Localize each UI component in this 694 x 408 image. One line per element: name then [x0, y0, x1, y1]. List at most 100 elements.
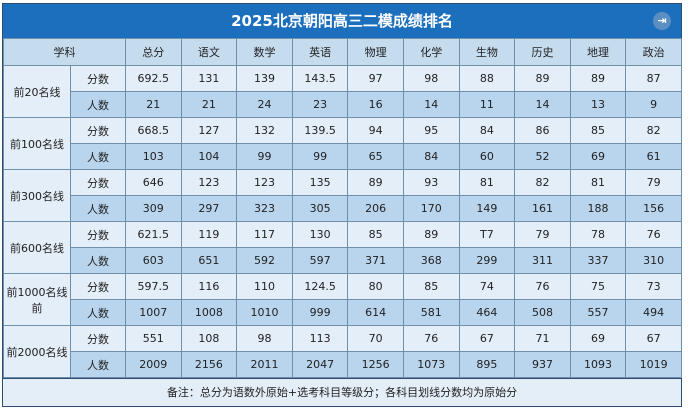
table-cell: 597.5: [125, 273, 182, 300]
table-cell: 464: [458, 299, 516, 326]
header-column: 物理: [347, 38, 404, 66]
table-cell: 95: [402, 117, 460, 144]
table-row: 前600名线 分数 621.5 119 117 130 85 89 T7 79 78 76: [3, 221, 682, 274]
row-label: 分数: [70, 65, 126, 92]
table-cell: 621.5: [125, 221, 182, 248]
table-cell: 646: [125, 169, 182, 196]
row-label: 分数: [70, 117, 126, 144]
table-cell: 1093: [569, 351, 627, 378]
table-cell: 508: [514, 299, 571, 326]
table-cell: 81: [458, 169, 516, 196]
table-cell: 67: [625, 325, 682, 352]
ranking-table-panel: 2025北京朝阳高三二模成绩排名 ⇥ 学科 总分 语文 数学 英语 物理 化学 生物 历史 地理…: [2, 3, 682, 407]
table-cell: 2011: [236, 351, 293, 378]
table-cell: 85: [569, 117, 627, 144]
table-cell: 89: [514, 65, 571, 92]
table-cell: 13: [569, 91, 627, 118]
table-cell: 592: [236, 247, 293, 274]
table-cell: 89: [569, 65, 627, 92]
table-cell: 87: [625, 65, 682, 92]
table-cell: 14: [514, 91, 571, 118]
table-cell: 74: [458, 273, 516, 300]
table-cell: 603: [125, 247, 182, 274]
table-cell: 93: [402, 169, 460, 196]
table-cell: 14: [402, 91, 460, 118]
header-subject: 学科: [3, 38, 126, 66]
group-label: 前2000名线: [3, 325, 71, 378]
page-title: 2025北京朝阳高三二模成绩排名: [231, 12, 453, 30]
table-row: 前2000名线 分数 551 108 98 113 70 76 67 71 69 67: [3, 325, 682, 378]
table-cell: 98: [402, 65, 460, 92]
table-cell: 371: [347, 247, 404, 274]
header-column: 英语: [291, 38, 349, 66]
group-label: 前600名线: [3, 221, 71, 274]
table-cell: 2156: [180, 351, 238, 378]
header-row: 学科 总分 语文 数学 英语 物理 化学 生物 历史 地理 政治: [3, 38, 682, 66]
group-label: 前20名线: [3, 65, 71, 118]
table-cell: 82: [514, 169, 571, 196]
table-cell: 692.5: [125, 65, 182, 92]
table-cell: 299: [458, 247, 516, 274]
table-cell: 108: [180, 325, 238, 352]
group-label: 前300名线: [3, 169, 71, 222]
table-cell: 60: [458, 143, 516, 170]
table-cell: 1008: [180, 299, 238, 326]
table-cell: 24: [236, 91, 293, 118]
table-cell: 297: [180, 195, 238, 222]
table-cell: 80: [347, 273, 404, 300]
table-cell: 76: [402, 325, 460, 352]
table-cell: 89: [347, 169, 404, 196]
table-row: 前300名线 分数 646 123 123 135 89 93 81 82 81 79: [3, 169, 682, 222]
row-label: 分数: [70, 273, 126, 300]
exit-icon[interactable]: ⇥: [653, 12, 671, 30]
table-row: 人数 21 21 24 23 16 14 11 14 13 9: [4, 91, 682, 118]
table-cell: 170: [402, 195, 460, 222]
table-cell: 76: [514, 273, 571, 300]
table-cell: 1256: [347, 351, 404, 378]
table-cell: 75: [569, 273, 627, 300]
row-label: 人数: [70, 247, 126, 274]
row-label: 分数: [70, 169, 126, 196]
table-cell: 156: [625, 195, 682, 222]
table-cell: 61: [625, 143, 682, 170]
table-cell: 937: [514, 351, 571, 378]
table-cell: 94: [347, 117, 404, 144]
table-row: 前20名线 分数 692.5 131 139 143.5 97 98 88 89 89 87: [3, 65, 682, 118]
table-cell: 139.5: [291, 117, 349, 144]
table-cell: 124.5: [291, 273, 349, 300]
table-cell: 21: [125, 91, 182, 118]
table-cell: 895: [458, 351, 516, 378]
table-row: 人数 103 104 99 99 65 84 60 52 69 61: [4, 143, 682, 170]
table-cell: 89: [402, 221, 460, 248]
table-cell: 999: [291, 299, 349, 326]
table-cell: 113: [291, 325, 349, 352]
table-row: 前1000名线前 分数 597.5 116 110 124.5 80 85 74 76 75 73: [3, 273, 682, 326]
table-cell: 581: [402, 299, 460, 326]
table-cell: 323: [236, 195, 293, 222]
table-cell: 135: [291, 169, 349, 196]
footnote: 备注：总分为语数外原始+选考科目等级分；各科目划线分数均为原始分: [3, 378, 681, 406]
table-cell: 11: [458, 91, 516, 118]
table-cell: 130: [291, 221, 349, 248]
table-cell: 161: [514, 195, 571, 222]
table-cell: 614: [347, 299, 404, 326]
table-cell: 81: [569, 169, 627, 196]
row-label: 人数: [70, 299, 126, 326]
table-cell: 2009: [125, 351, 182, 378]
table-cell: 116: [180, 273, 238, 300]
header-column: 地理: [569, 38, 627, 66]
table-cell: 21: [180, 91, 238, 118]
table-row: 人数 309 297 323 305 206 170 149 161 188 156: [4, 195, 682, 222]
table-cell: 305: [291, 195, 349, 222]
table-cell: 310: [625, 247, 682, 274]
table-cell: 557: [569, 299, 627, 326]
table-cell: 2047: [291, 351, 349, 378]
table-cell: 73: [625, 273, 682, 300]
table-cell: 103: [125, 143, 182, 170]
table-cell: 668.5: [125, 117, 182, 144]
table-cell: 79: [514, 221, 571, 248]
table-cell: 127: [180, 117, 238, 144]
table-cell: 551: [125, 325, 182, 352]
header-column: 政治: [625, 38, 682, 66]
table-cell: 139: [236, 65, 293, 92]
